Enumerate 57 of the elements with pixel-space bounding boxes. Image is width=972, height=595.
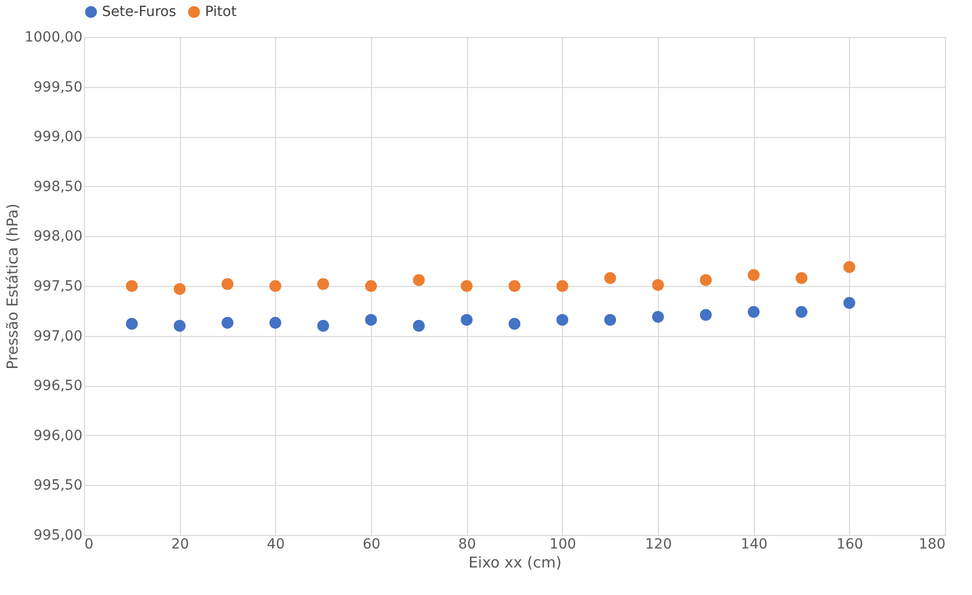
y-tick-label: 996,00 xyxy=(34,428,82,444)
point xyxy=(222,278,234,290)
y-tick-label: 995,00 xyxy=(34,528,82,544)
y-tick-label: 998,50 xyxy=(34,178,82,195)
point xyxy=(412,320,425,332)
point xyxy=(652,310,664,323)
x-tick-label: 180 xyxy=(918,536,946,552)
point xyxy=(412,274,425,286)
point xyxy=(604,314,616,326)
x-tick-label: 80 xyxy=(458,536,476,552)
point xyxy=(652,279,664,291)
point xyxy=(174,283,186,295)
x-tick-label: 20 xyxy=(171,536,190,552)
point xyxy=(269,280,282,292)
point xyxy=(796,306,808,318)
point xyxy=(843,297,856,309)
point xyxy=(556,314,568,326)
legend-label: Sete-Furos xyxy=(102,4,176,20)
point xyxy=(843,261,856,273)
point xyxy=(317,320,330,332)
y-tick-label: 996,50 xyxy=(34,378,82,394)
point xyxy=(604,272,616,284)
legend-label: Pitot xyxy=(205,4,238,20)
y-tick-label: 997,00 xyxy=(34,328,82,344)
point xyxy=(365,314,377,326)
point xyxy=(700,308,712,321)
point xyxy=(317,278,330,290)
x-tick-label: 120 xyxy=(645,536,672,552)
x-tick-label: 0 xyxy=(84,536,94,552)
y-tick-label: 997,50 xyxy=(34,278,82,294)
x-axis-title: Eixo xx (cm) xyxy=(468,554,562,572)
point xyxy=(460,314,473,326)
y-tick-label: 998,00 xyxy=(34,228,82,245)
point xyxy=(222,316,234,329)
point xyxy=(796,272,808,284)
x-tick-label: 40 xyxy=(266,536,285,552)
x-tick-label: 160 xyxy=(836,536,864,552)
point xyxy=(126,280,138,292)
point xyxy=(556,280,568,292)
point xyxy=(269,316,282,329)
point xyxy=(174,320,186,332)
y-tick-label: 995,50 xyxy=(34,478,82,494)
point xyxy=(700,274,712,286)
y-axis-title: Pressão Estática (hPa) xyxy=(4,203,22,370)
x-tick-label: 140 xyxy=(740,536,768,552)
point xyxy=(508,318,520,330)
point xyxy=(365,280,377,292)
y-tick-label: 999,50 xyxy=(34,79,82,96)
point xyxy=(748,269,760,281)
y-tick-label: 999,00 xyxy=(34,129,82,146)
point xyxy=(748,306,760,318)
point xyxy=(126,318,138,330)
x-tick-label: 60 xyxy=(362,536,380,552)
y-tick-label: 1000,00 xyxy=(24,30,82,46)
x-tick-label: 100 xyxy=(549,536,576,552)
point xyxy=(460,280,473,292)
point xyxy=(508,280,520,292)
